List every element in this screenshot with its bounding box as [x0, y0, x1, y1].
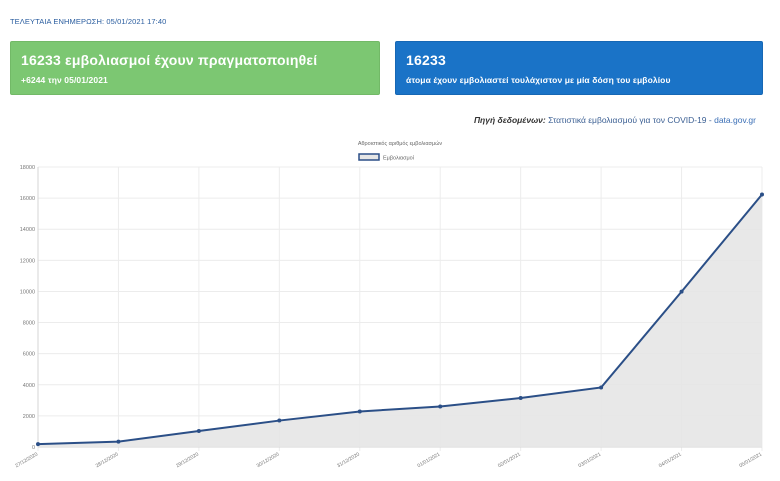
y-tick-label: 18000	[20, 165, 35, 171]
data-point	[277, 418, 282, 423]
data-point	[357, 409, 362, 414]
x-tick-label: 05/01/2021	[738, 451, 763, 469]
daily-increase-text: +6244 την 05/01/2021	[21, 75, 108, 85]
data-point	[760, 192, 764, 197]
data-point	[116, 439, 121, 444]
data-point	[599, 385, 604, 390]
series-line	[37, 193, 763, 446]
x-tick-label: 29/12/2020	[175, 451, 200, 469]
data-source-link[interactable]: data.gov.gr	[714, 115, 756, 125]
x-tick-label: 27/12/2020	[14, 451, 39, 469]
y-tick-label: 0	[32, 445, 35, 451]
x-tick-label: 03/01/2021	[577, 451, 602, 469]
legend-swatch	[358, 153, 380, 161]
people-vaccinated-description: άτομα έχουν εμβολιαστεί τουλάχιστον με μ…	[406, 75, 671, 85]
x-tick-label: 31/12/2020	[336, 451, 361, 469]
total-vaccinations-card: 16233 εμβολιασμοί έχουν πραγματοποιηθεί …	[10, 41, 380, 95]
y-tick-label: 16000	[20, 196, 35, 202]
x-tick-label: 04/01/2021	[658, 451, 683, 469]
chart-title: Αθροιστικός αριθμός εμβολιασμών	[358, 140, 443, 147]
y-tick-label: 10000	[20, 289, 35, 295]
total-vaccinations-headline: 16233 εμβολιασμοί έχουν πραγματοποιηθεί	[21, 52, 318, 68]
y-tick-label: 6000	[23, 352, 35, 358]
x-tick-label: 02/01/2021	[497, 451, 522, 469]
x-tick-label: 01/01/2021	[417, 451, 442, 469]
y-tick-label: 4000	[23, 383, 35, 389]
data-point	[438, 404, 443, 409]
series-area	[38, 194, 762, 447]
data-source: Πηγή δεδομένων: Στατιστικά εμβολιασμού γ…	[474, 115, 756, 125]
people-vaccinated-card: 16233 άτομα έχουν εμβολιαστεί τουλάχιστο…	[395, 41, 763, 95]
data-source-text: Στατιστικά εμβολιασμού για τον COVID-19 …	[548, 115, 712, 125]
y-tick-label: 14000	[20, 227, 35, 233]
data-point	[196, 428, 201, 433]
legend-label: Εμβολιασμοί	[383, 156, 415, 162]
x-tick-label: 28/12/2020	[95, 451, 120, 469]
x-tick-label: 30/12/2020	[256, 451, 281, 469]
y-tick-label: 2000	[23, 414, 35, 420]
data-point	[679, 289, 684, 294]
data-point	[36, 442, 40, 447]
people-vaccinated-count: 16233	[406, 52, 446, 68]
last-updated-text: ΤΕΛΕΥΤΑΙΑ ΕΝΗΜΕΡΩΣΗ: 05/01/2021 17:40	[10, 17, 167, 26]
y-tick-label: 8000	[23, 321, 35, 327]
y-tick-label: 12000	[20, 258, 35, 264]
data-source-label: Πηγή δεδομένων:	[473, 115, 546, 125]
data-point	[518, 396, 523, 400]
